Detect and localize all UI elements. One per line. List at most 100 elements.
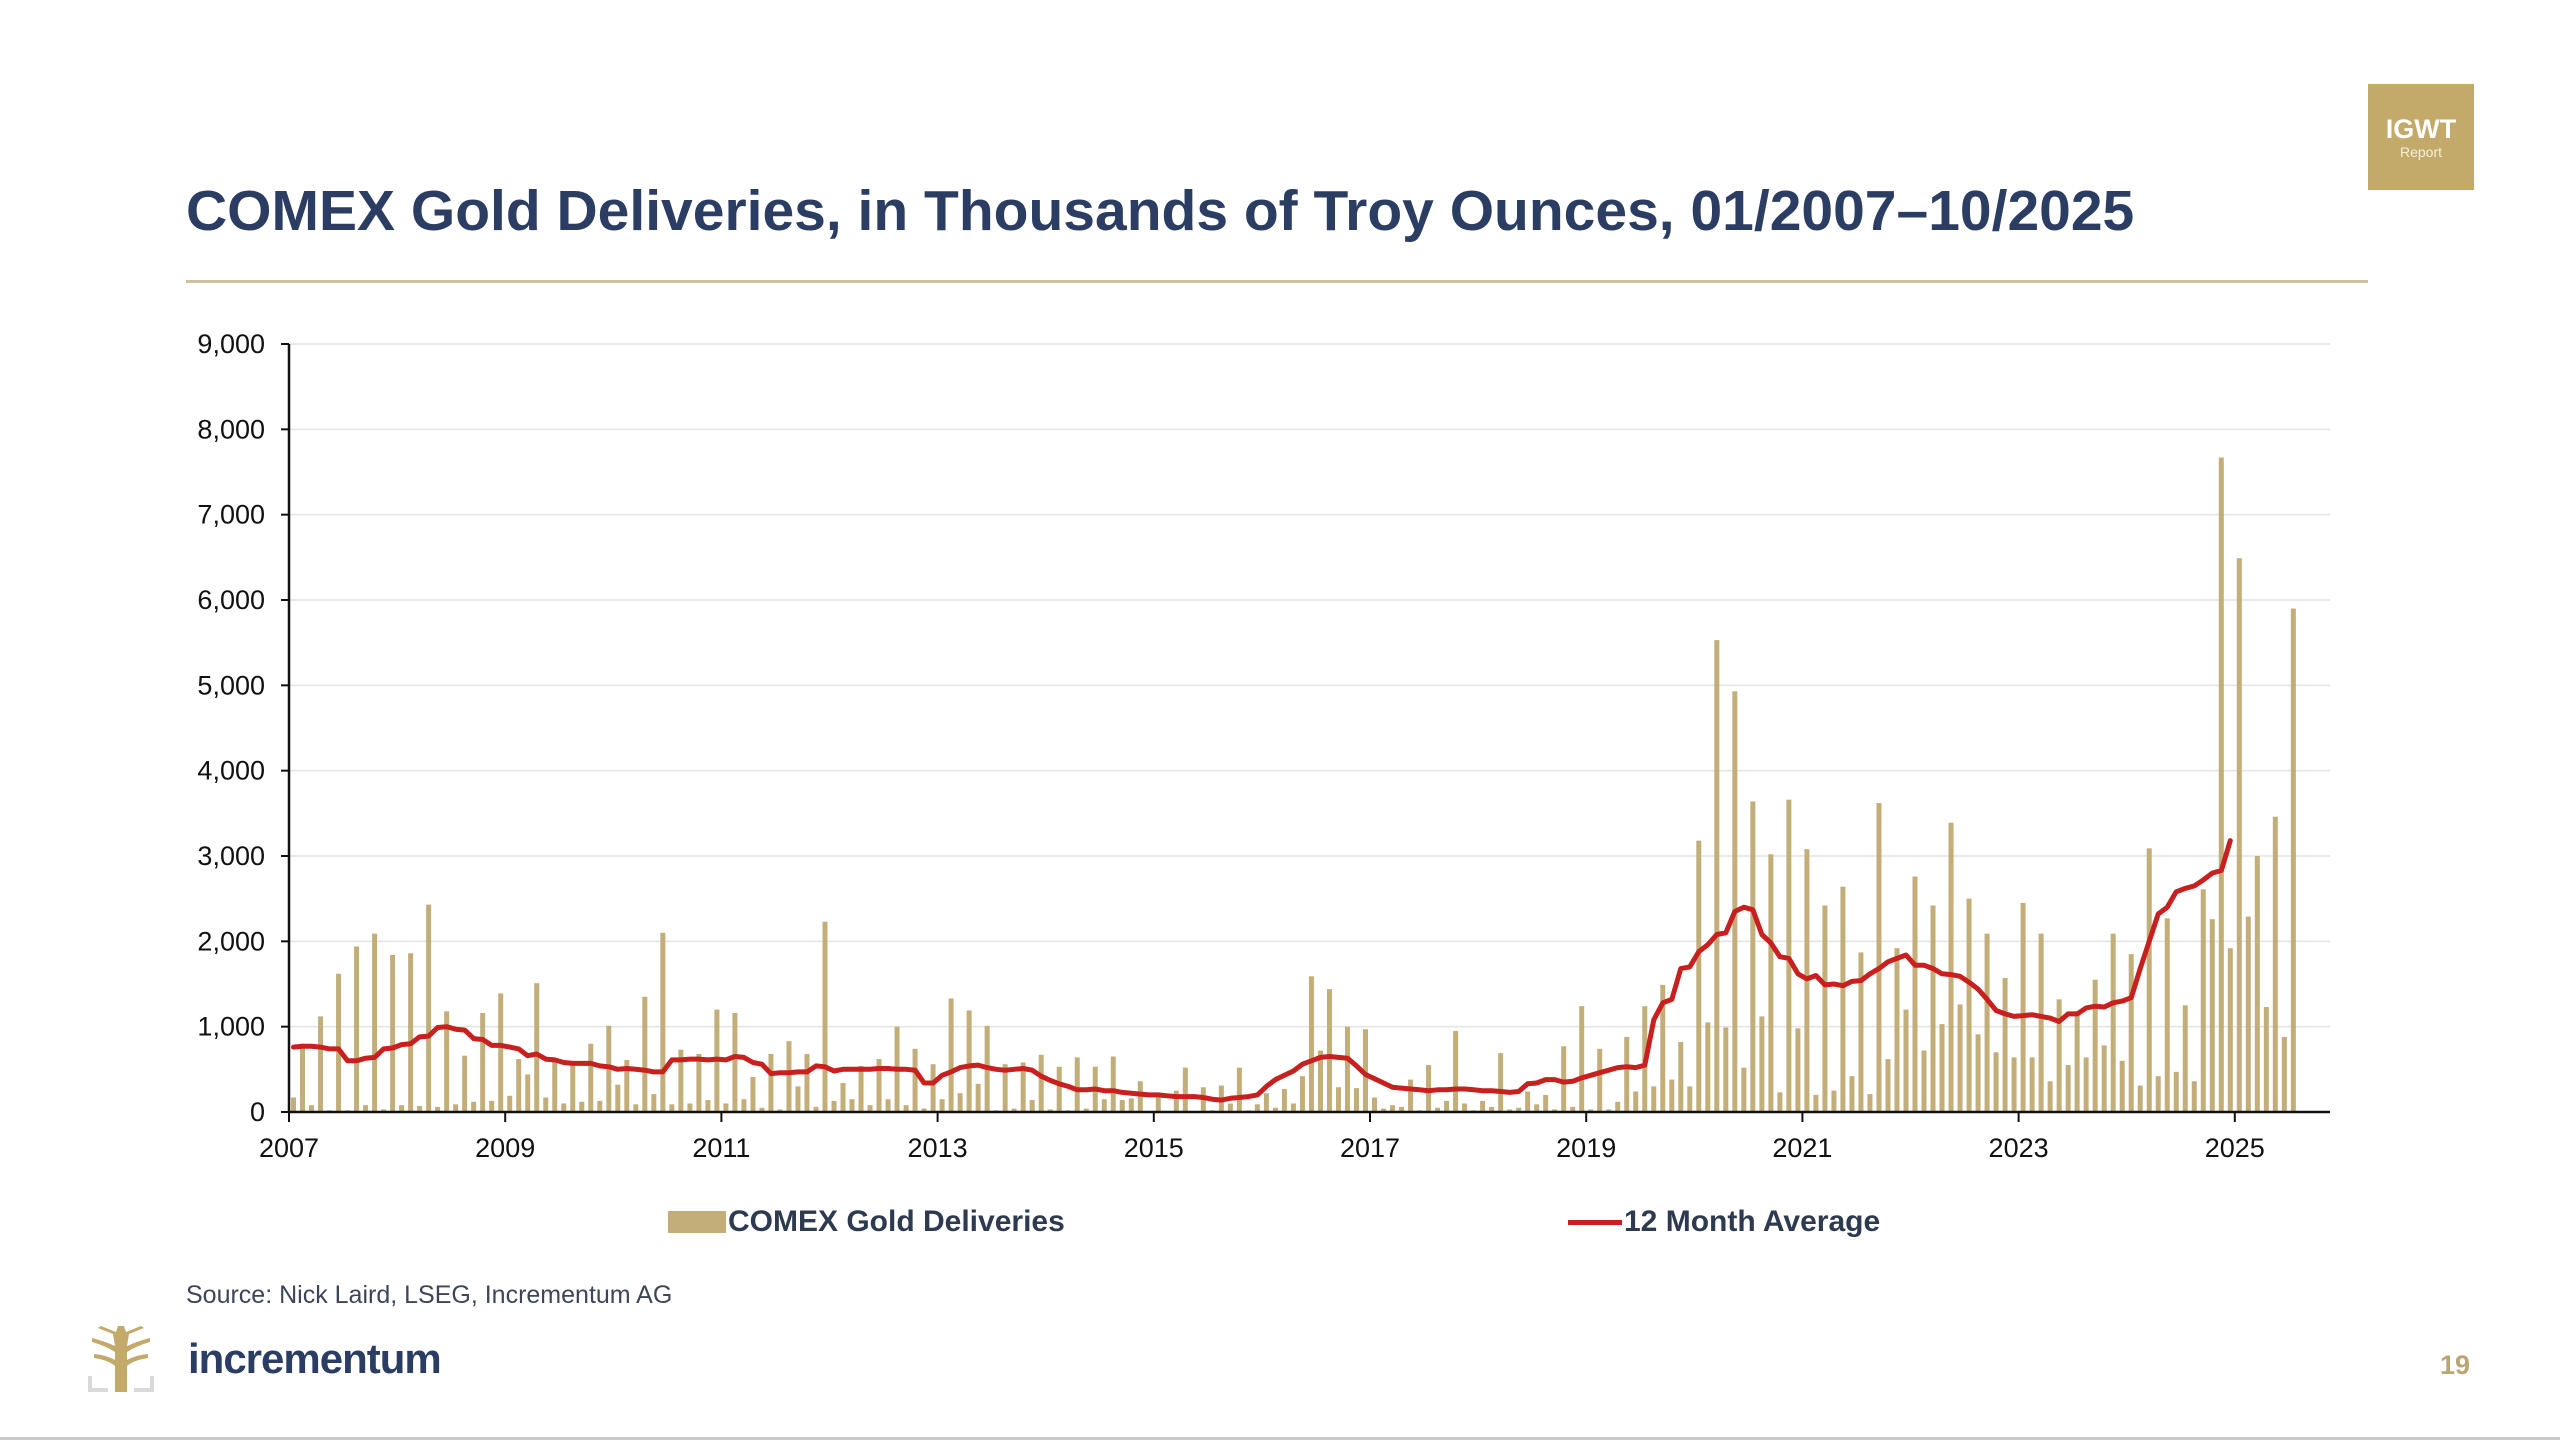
bar xyxy=(2137,1085,2143,1112)
bar xyxy=(2164,918,2170,1112)
bar xyxy=(2218,457,2224,1112)
legend-label-deliveries: COMEX Gold Deliveries xyxy=(728,1205,1065,1238)
x-tick-label: 2025 xyxy=(2205,1133,2265,1163)
bar xyxy=(633,1104,639,1112)
bar xyxy=(2191,1081,2197,1112)
bar xyxy=(1570,1106,1576,1112)
bar xyxy=(1750,801,1756,1112)
bar xyxy=(363,1105,369,1112)
bar xyxy=(1741,1067,1747,1112)
bar xyxy=(1155,1094,1161,1112)
bar xyxy=(597,1100,603,1112)
bar xyxy=(1660,984,1666,1112)
bar xyxy=(1029,1100,1035,1112)
bar xyxy=(354,946,360,1112)
bar xyxy=(1344,1026,1350,1112)
bar xyxy=(1786,799,1792,1112)
bar xyxy=(1984,933,1990,1112)
bar xyxy=(543,1097,549,1112)
bar xyxy=(1101,1099,1107,1112)
bar xyxy=(732,1013,738,1112)
bar xyxy=(1110,1056,1116,1112)
bar xyxy=(750,1077,756,1112)
y-tick-label: 7,000 xyxy=(197,500,265,530)
bar xyxy=(912,1048,918,1112)
source-note: Source: Nick Laird, LSEG, Incrementum AG xyxy=(186,1281,673,1309)
bar xyxy=(624,1059,630,1112)
x-tick-label: 2009 xyxy=(475,1133,535,1163)
bar xyxy=(498,993,504,1112)
bar xyxy=(2119,1060,2125,1112)
bar xyxy=(291,1097,297,1112)
bar-series xyxy=(291,457,2296,1112)
bar xyxy=(1020,1062,1026,1112)
bar xyxy=(2074,1011,2080,1112)
bar xyxy=(1408,1079,1414,1112)
y-tick-label: 1,000 xyxy=(197,1012,265,1042)
bar xyxy=(1372,1097,1378,1112)
legend-item-average: 12 Month Average xyxy=(1568,1205,1880,1239)
bar xyxy=(1119,1100,1125,1112)
bar xyxy=(2101,1045,2107,1112)
x-tick-label: 2017 xyxy=(1340,1133,1400,1163)
badge-subtitle: Report xyxy=(2399,144,2443,160)
bar xyxy=(579,1101,585,1112)
bar xyxy=(318,1016,324,1112)
bar xyxy=(2227,948,2233,1112)
bar xyxy=(1606,1109,1612,1112)
bar xyxy=(660,932,666,1112)
gridlines xyxy=(289,343,2330,1028)
bar xyxy=(804,1053,810,1112)
bar xyxy=(2092,979,2098,1112)
bar xyxy=(1939,1024,1945,1112)
bar xyxy=(930,1064,936,1112)
bar xyxy=(516,1059,522,1112)
incrementum-logo: incrementum xyxy=(88,1326,442,1392)
bar xyxy=(552,1059,558,1112)
bar xyxy=(741,1099,747,1112)
bar xyxy=(1678,1042,1684,1112)
bar xyxy=(2110,933,2116,1112)
bar xyxy=(1912,876,1918,1112)
badge-title: IGWT xyxy=(2385,114,2457,144)
bar xyxy=(813,1106,819,1112)
bar xyxy=(1534,1104,1540,1112)
bar xyxy=(2236,558,2242,1112)
bar xyxy=(1579,1006,1585,1112)
bar xyxy=(2200,889,2206,1112)
bar xyxy=(2245,916,2251,1112)
bar xyxy=(1930,905,1936,1112)
logo-wordmark: incrementum xyxy=(188,1335,442,1382)
bar xyxy=(1444,1100,1450,1112)
bar xyxy=(1561,1046,1567,1112)
bar xyxy=(1489,1106,1495,1112)
bar xyxy=(975,1083,981,1112)
bar xyxy=(2182,1005,2188,1112)
bar xyxy=(1011,1108,1017,1112)
bar xyxy=(2263,1007,2269,1112)
bar xyxy=(1696,840,1702,1112)
bar xyxy=(381,1109,387,1112)
y-tick-label: 2,000 xyxy=(197,926,265,956)
x-tick-label: 2011 xyxy=(692,1133,750,1163)
bar xyxy=(1822,905,1828,1112)
bar xyxy=(1335,1087,1341,1112)
bar xyxy=(2254,856,2260,1112)
bar xyxy=(1957,1004,1963,1112)
bar xyxy=(1894,948,1900,1112)
x-tick-label: 2015 xyxy=(1124,1133,1184,1163)
bar xyxy=(1516,1107,1522,1112)
bar xyxy=(921,1108,927,1112)
bottom-divider xyxy=(0,1437,2560,1440)
bar xyxy=(1768,854,1774,1112)
bar xyxy=(2029,1057,2035,1112)
bar xyxy=(615,1084,621,1112)
y-tick-label: 6,000 xyxy=(197,585,265,615)
bar xyxy=(2020,902,2026,1112)
bar xyxy=(687,1103,693,1112)
bar xyxy=(1597,1048,1603,1112)
y-tick-label: 0 xyxy=(250,1097,265,1127)
bar xyxy=(1525,1091,1531,1112)
bar xyxy=(1480,1100,1486,1112)
bar xyxy=(786,1041,792,1112)
